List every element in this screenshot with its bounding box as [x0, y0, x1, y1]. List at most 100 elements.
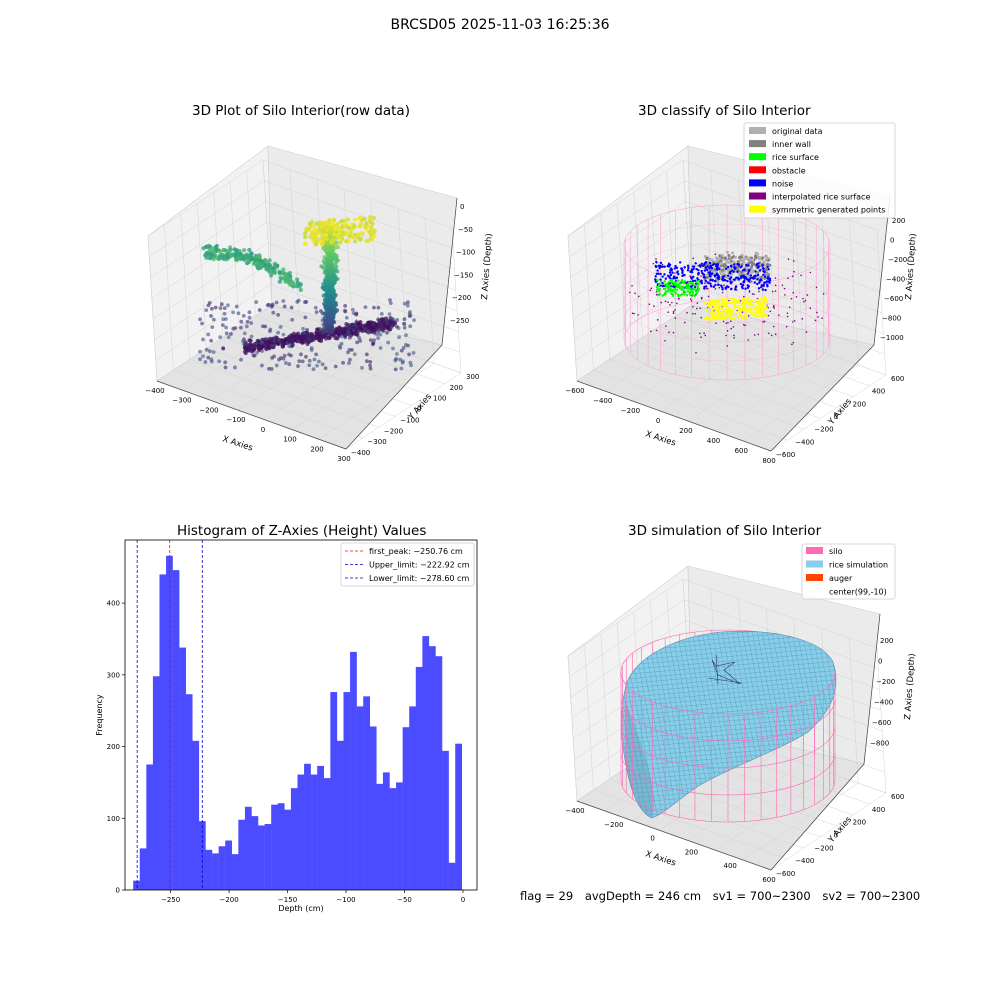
histogram-bar — [382, 772, 390, 890]
symmetric-point — [749, 299, 753, 303]
histogram-bar — [172, 570, 180, 890]
raw-point — [379, 311, 384, 316]
interpolated-point — [706, 287, 709, 290]
raw-y-tick: 0 — [417, 406, 421, 414]
raw-point — [223, 360, 228, 365]
noise-point — [766, 265, 769, 269]
original-point — [721, 268, 725, 272]
noise-point — [740, 285, 744, 288]
symmetric-point — [708, 300, 711, 304]
raw-point — [222, 311, 227, 316]
interpolated-point — [787, 258, 790, 260]
noise-point — [657, 264, 660, 268]
rice-surface-point — [688, 292, 691, 295]
raw-point — [297, 359, 302, 364]
interpolated-point — [714, 288, 717, 290]
original-point — [762, 260, 766, 264]
raw-point — [359, 323, 364, 328]
original-point — [725, 250, 729, 254]
symmetric-point — [721, 299, 724, 303]
noise-point — [724, 287, 728, 290]
raw-z-tick: 0 — [460, 203, 464, 211]
symmetric-point — [713, 301, 716, 305]
histogram-x-tick: −200 — [219, 896, 238, 904]
symmetric-point — [751, 299, 755, 303]
raw-point — [360, 365, 364, 370]
noise-point — [687, 266, 690, 270]
noise-point — [671, 271, 674, 274]
raw-point — [363, 327, 367, 331]
histogram-legend: first_peak: −250.76 cm Upper_limit: −222.… — [340, 542, 475, 587]
rice-surface-point — [695, 281, 699, 284]
raw-point — [290, 317, 295, 322]
raw-point — [333, 364, 338, 369]
rice-surface-point — [657, 289, 661, 293]
simulation-x-tick: 400 — [724, 862, 737, 870]
raw-point — [347, 361, 351, 365]
interpolated-point — [656, 319, 659, 321]
legend-label: silo — [829, 547, 843, 556]
raw-point — [282, 304, 287, 309]
noise-point — [660, 265, 663, 268]
symmetric-point — [712, 306, 716, 310]
symmetric-point — [724, 316, 728, 319]
interpolated-point — [723, 284, 725, 287]
classify-z-tick: −600 — [884, 295, 903, 303]
histogram-y-tick: 0 — [116, 887, 120, 895]
rice-surface-point — [692, 288, 695, 291]
interpolated-point — [772, 305, 775, 308]
raw-point — [310, 231, 315, 236]
rice-surface-point — [670, 281, 674, 284]
raw-point — [323, 366, 328, 371]
raw-point — [247, 315, 252, 320]
raw-point — [350, 307, 355, 312]
noise-point — [716, 266, 719, 269]
raw-point — [207, 244, 213, 249]
interpolated-point — [674, 272, 676, 274]
raw-point — [323, 232, 328, 238]
raw-point — [267, 258, 272, 263]
noise-point — [711, 279, 715, 282]
simulation-y-tick: 200 — [853, 819, 866, 827]
raw-point — [257, 308, 262, 312]
noise-point — [730, 281, 733, 284]
raw-point — [201, 354, 205, 359]
raw-point — [307, 221, 312, 226]
raw-x-tick: 100 — [283, 436, 296, 444]
original-point — [764, 268, 768, 272]
histogram-bar — [455, 743, 462, 890]
rice-surface-point — [658, 292, 661, 296]
raw-z-tick: −150 — [454, 271, 473, 279]
raw-point — [269, 367, 274, 371]
simulation-z-tick: 200 — [880, 637, 893, 645]
noise-point — [694, 262, 697, 265]
symmetric-point — [749, 302, 753, 305]
raw-point — [270, 356, 274, 360]
raw-point — [221, 346, 226, 351]
raw-point — [328, 239, 333, 245]
raw-point — [333, 241, 339, 246]
rice-surface-point — [675, 280, 678, 284]
noise-point — [697, 273, 700, 276]
raw-point — [315, 230, 320, 235]
raw-point — [213, 305, 218, 310]
rice-surface-point — [655, 278, 659, 282]
symmetric-point — [729, 314, 733, 317]
symmetric-point — [719, 307, 723, 310]
symmetric-point — [730, 297, 734, 301]
interpolated-point — [669, 304, 671, 306]
interpolated-point — [748, 290, 751, 292]
raw-point — [343, 303, 348, 308]
raw-point — [371, 321, 376, 326]
raw-point — [324, 275, 329, 280]
raw-point — [355, 340, 359, 345]
noise-point — [742, 281, 745, 284]
classify-y-tick: 0 — [834, 413, 838, 421]
raw-point — [217, 359, 222, 364]
rice-surface-point — [669, 278, 672, 282]
interpolated-point — [803, 300, 805, 303]
raw-point — [364, 238, 369, 244]
histogram-bar — [218, 846, 226, 890]
noise-point — [695, 267, 698, 271]
rice-surface-point — [680, 285, 683, 289]
